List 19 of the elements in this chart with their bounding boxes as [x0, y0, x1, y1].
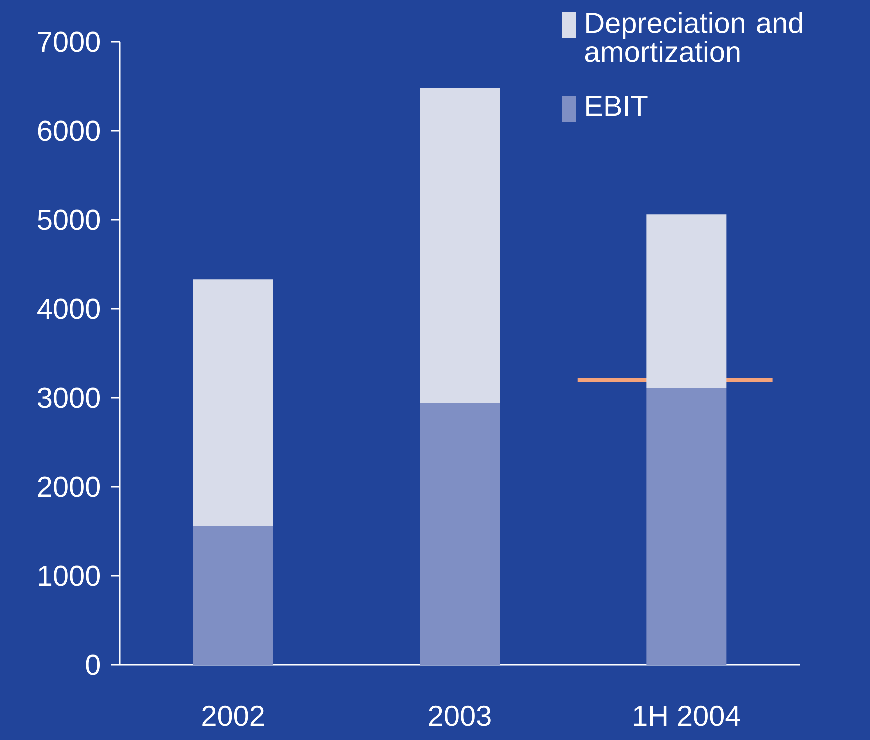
x-tick-label: 1H 2004 [634, 706, 740, 726]
bar [193, 280, 274, 526]
y-tick-label: 3000 [38, 388, 100, 408]
bar [646, 214, 727, 388]
y-tick-label: 1000 [39, 566, 100, 586]
y-tick-label: 5000 [38, 210, 100, 230]
x-tick-label: 2002 [202, 706, 264, 726]
y-tick-label: 0 [86, 654, 100, 676]
y-tick-label: 2000 [38, 476, 100, 498]
bar [193, 526, 274, 665]
legend-label: Depreciation and amortization [585, 12, 802, 62]
bar [420, 403, 500, 665]
y-tick-label: 4000 [38, 298, 100, 320]
x-tick-label: 2003 [429, 706, 491, 726]
bar [646, 388, 727, 665]
legend-label: EBIT [586, 96, 648, 116]
y-tick-label: 6000 [38, 120, 100, 142]
bar [420, 88, 500, 404]
y-tick-label: 7000 [38, 32, 100, 52]
